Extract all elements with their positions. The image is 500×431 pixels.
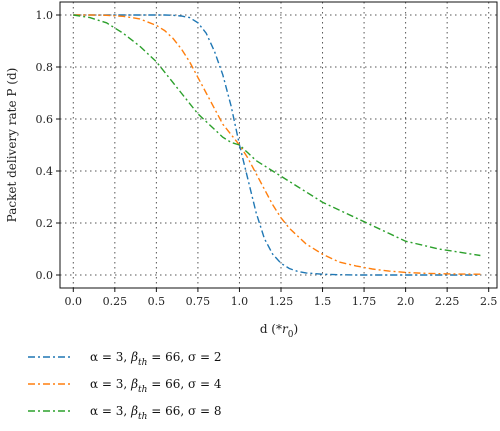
y-tick-label: 0.4	[36, 165, 54, 178]
x-tick-label: 1.0	[231, 295, 249, 308]
legend-alpha: α = 3,	[90, 350, 131, 364]
y-tick-label: 0.6	[36, 113, 54, 126]
legend-item: α = 3, βth = 66, σ = 2	[28, 350, 222, 368]
series-line-sigma-2	[73, 14, 481, 276]
y-tick-label: 0.2	[36, 217, 54, 230]
x-tick-label: 0.75	[186, 295, 211, 308]
legend-label: α = 3, βth = 66, σ = 2	[90, 350, 222, 368]
legend-rest: = 66, σ = 2	[147, 350, 221, 364]
legend-rest: = 66, σ = 4	[147, 377, 221, 391]
legend: α = 3, βth = 66, σ = 2 α = 3, βth = 66, …	[28, 350, 222, 422]
x-axis-title-sub: 0	[288, 330, 294, 340]
tick-layer: 0.0 0.25 0.5 0.75 1.0 1.25 1.5 1.75 2.0 2.25 2.5 0.…	[36, 9, 498, 308]
legend-alpha: α = 3,	[90, 404, 131, 418]
x-tick-label: 0.25	[103, 295, 128, 308]
legend-beta: β	[130, 404, 138, 418]
x-axis-title-main: d (*	[260, 322, 282, 336]
y-axis-title: Packet delivery rate P (d)	[5, 68, 19, 223]
x-axis-title-close: )	[293, 322, 298, 336]
x-tick-label: 0.5	[148, 295, 166, 308]
series-line-sigma-4	[73, 14, 481, 275]
x-tick-label: 1.25	[269, 295, 294, 308]
legend-beta: β	[130, 377, 138, 391]
x-tick-label: 0.0	[65, 295, 83, 308]
series-layer	[73, 14, 481, 276]
y-tick-label: 1.0	[36, 9, 54, 22]
x-tick-label: 2.0	[397, 295, 415, 308]
y-tick-label: 0.0	[36, 269, 54, 282]
legend-alpha: α = 3,	[90, 377, 131, 391]
grid-layer	[60, 2, 497, 288]
x-axis-title-var: r	[282, 322, 289, 336]
legend-rest: = 66, σ = 8	[147, 404, 221, 418]
plot-frame	[59, 1, 498, 289]
y-tick-label: 0.8	[36, 61, 54, 74]
legend-item: α = 3, βth = 66, σ = 8	[28, 404, 222, 422]
legend-beta: β	[130, 350, 138, 364]
legend-item: α = 3, βth = 66, σ = 4	[28, 377, 222, 395]
x-axis-title: d (*r0)	[260, 322, 298, 340]
x-tick-label: 1.5	[314, 295, 332, 308]
legend-beta-sub: th	[138, 385, 147, 395]
x-tick-label: 2.5	[480, 295, 498, 308]
series-line-sigma-8	[73, 14, 481, 257]
x-tick-label: 2.25	[435, 295, 460, 308]
x-tick-label: 1.75	[352, 295, 377, 308]
legend-beta-sub: th	[138, 412, 147, 422]
legend-label: α = 3, βth = 66, σ = 8	[90, 404, 222, 422]
legend-label: α = 3, βth = 66, σ = 4	[90, 377, 222, 395]
legend-beta-sub: th	[138, 358, 147, 368]
